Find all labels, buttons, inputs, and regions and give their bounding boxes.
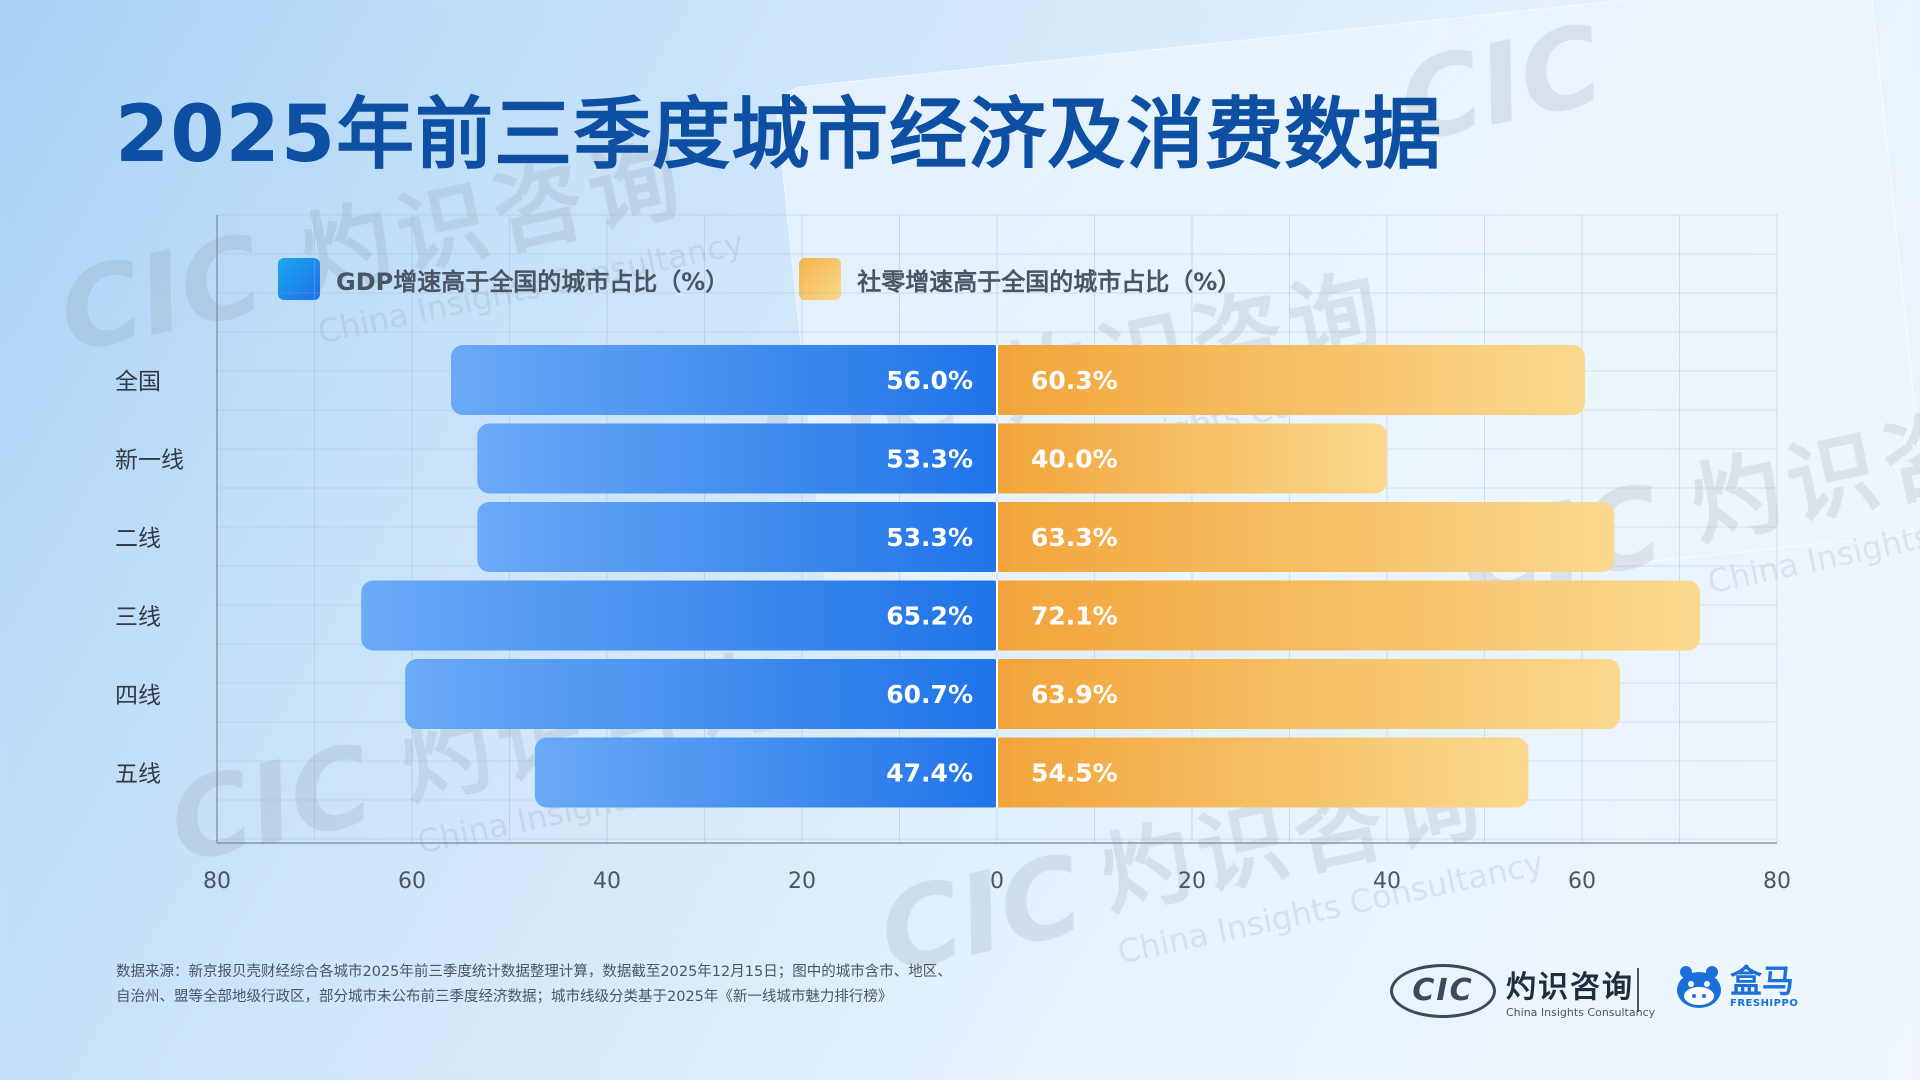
legend-item-gdp: GDP增速高于全国的城市占比（%） [278,258,729,300]
bar-gdp-全国 [451,345,1005,415]
data-label-retail: 54.5% [1031,759,1118,788]
x-tick-label: 40 [1373,869,1401,894]
bar-retail-二线 [997,502,1615,572]
bar-gdp-五线 [534,737,1005,808]
category-label: 三线 [115,605,161,631]
category-label: 全国 [115,369,161,395]
chart-axes: 80 60 40 20 0 20 40 60 80 [203,215,1791,894]
legend-item-retail: 社零增速高于全国的城市占比（%） [799,258,1241,300]
category-label: 五线 [115,762,161,788]
bar-gdp-三线 [361,580,1005,651]
bar-retail-edge [997,423,1011,494]
cic-brand-name: 灼识咨询 [1506,970,1634,1005]
data-label-gdp: 65.2% [886,602,973,631]
x-tick-label: 80 [1763,869,1791,894]
bar-retail-edge [997,345,1011,415]
data-label-retail: 72.1% [1031,602,1118,631]
cic-logo-icon: CIC [1390,963,1496,1018]
diverging-bar-chart: 56.0% 60.3% 全国 53.3% 40.0% 新一线 53.3% 63.3% 二线 65.… [115,214,1791,894]
category-label: 四线 [115,683,161,709]
bar-retail-三线 [997,580,1700,651]
bar-retail-edge [997,580,1011,651]
bar-retail-全国 [997,345,1585,415]
page-title: 2025年前三季度城市经济及消费数据 [115,90,1443,180]
data-label-gdp: 56.0% [886,366,973,395]
footnote-line-2: 自治州、盟等全部地级行政区，部分城市未公布前三季度经济数据；城市线级分类基于20… [116,989,893,1005]
hema-brand-name: 盒马 [1730,961,1795,1000]
data-label-retail: 63.9% [1031,680,1118,709]
hippo-logo-icon [1677,966,1721,1008]
x-tick-label: 80 [203,869,231,894]
data-label-gdp: 60.7% [886,680,973,709]
source-footnote: 数据来源：新京报贝壳财经综合各城市2025年前三季度统计数据整理计算，数据截至2… [116,960,986,1010]
legend-swatch-gdp [278,258,320,300]
category-label: 新一线 [115,448,184,474]
bar-retail-edge [997,502,1011,572]
x-tick-label: 60 [398,869,426,894]
legend-swatch-retail [799,258,842,300]
chart-legend: GDP增速高于全国的城市占比（%） 社零增速高于全国的城市占比（%） [278,258,1241,300]
data-label-retail: 40.0% [1031,445,1118,474]
x-tick-label: 40 [593,869,621,894]
bar-gdp-四线 [405,659,1005,729]
bar-retail-edge [997,737,1011,808]
chart-bars: 56.0% 60.3% 全国 53.3% 40.0% 新一线 53.3% 63.3% 二线 65.… [115,345,1700,808]
x-tick-label: 60 [1568,869,1596,894]
hema-brand: 盒马 FRESHIPPO [1674,962,1798,1010]
cic-brand-en: China Insights Consultancy [1506,1006,1656,1019]
footnote-line-1: 数据来源：新京报贝壳财经综合各城市2025年前三季度统计数据整理计算，数据截至2… [116,964,952,980]
bar-retail-五线 [997,737,1529,808]
data-label-retail: 63.3% [1031,523,1118,552]
bar-retail-新一线 [997,423,1387,494]
data-label-gdp: 47.4% [886,759,973,788]
bar-gdp-新一线 [477,423,1005,494]
x-tick-label: 20 [1178,869,1206,894]
cic-brand: CIC 灼识咨询 China Insights Consultancy [1390,962,1655,1019]
bar-gdp-二线 [477,502,1005,572]
brand-divider [1637,968,1639,1012]
category-label: 二线 [115,526,161,552]
bar-retail-四线 [997,659,1621,729]
legend-label-gdp: GDP增速高于全国的城市占比（%） [336,267,730,296]
hema-brand-en: FRESHIPPO [1730,997,1799,1009]
data-label-retail: 60.3% [1031,366,1118,395]
legend-label-retail: 社零增速高于全国的城市占比（%） [857,267,1242,296]
x-tick-label: 0 [990,869,1004,894]
data-label-gdp: 53.3% [886,445,973,474]
data-label-gdp: 53.3% [886,523,973,552]
x-tick-label: 20 [788,869,816,894]
bar-retail-edge [997,659,1011,729]
